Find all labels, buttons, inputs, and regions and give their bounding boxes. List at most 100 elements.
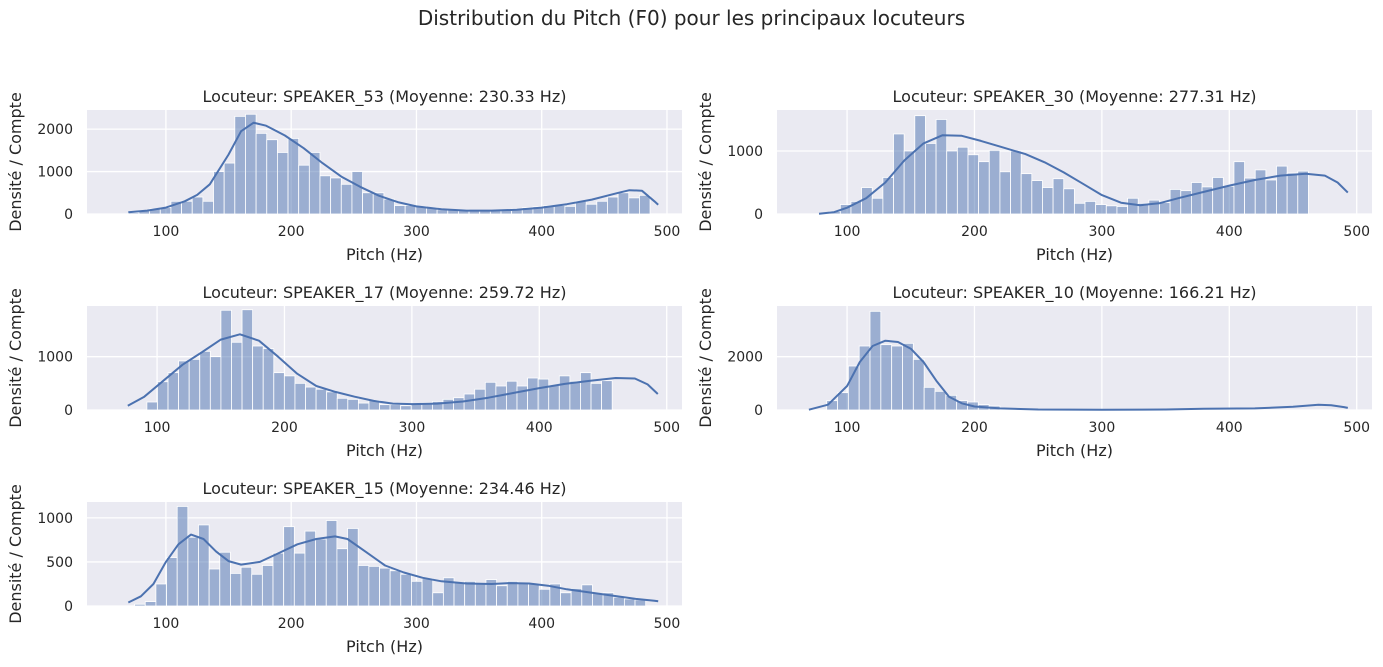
subplot-title: Locuteur: SPEAKER_17 (Moyenne: 259.72 Hz… — [203, 283, 567, 303]
histogram-bar — [315, 538, 327, 607]
histogram-bar — [379, 567, 391, 607]
histogram-bar — [330, 177, 342, 215]
histogram-bar — [1254, 169, 1267, 215]
histogram-bar — [1020, 173, 1033, 215]
histogram-bar — [1063, 188, 1075, 215]
y-axis-label: Densité / Compte — [696, 92, 715, 232]
x-tick-label: 500 — [653, 420, 680, 436]
histogram-bar — [362, 192, 374, 215]
histogram-bar — [144, 601, 157, 607]
x-tick-label: 500 — [654, 616, 681, 632]
subplot-4: 100 200 300 400 500 0 2000 Locuteur: SPEAKER_10… — [696, 283, 1372, 460]
histogram-bar — [400, 405, 412, 411]
histogram-bar — [639, 194, 651, 215]
histogram-bar — [287, 138, 300, 215]
histogram-bar — [231, 341, 243, 411]
x-tick-label: 400 — [1216, 420, 1243, 436]
x-tick-label: 100 — [153, 224, 180, 240]
histogram-bar — [298, 164, 310, 215]
histogram-bar — [305, 386, 317, 411]
y-tick-label: 2000 — [37, 122, 73, 138]
histogram-bar — [213, 171, 225, 215]
y-tick-label: 1000 — [37, 350, 73, 366]
histogram-bar — [178, 360, 190, 411]
x-axis-label: Pitch (Hz) — [1036, 245, 1113, 264]
histogram-bar — [891, 345, 903, 411]
histogram-bar — [325, 520, 338, 607]
histogram-bar — [181, 200, 193, 215]
histogram-bar — [336, 397, 349, 411]
histogram-bar — [496, 585, 508, 607]
histogram-bar — [506, 380, 518, 411]
histogram-bar — [495, 385, 507, 411]
histogram-bar — [340, 183, 353, 215]
y-tick-label: 0 — [64, 599, 73, 615]
histogram-bar — [537, 378, 550, 411]
x-tick-label: 200 — [961, 224, 988, 240]
histogram-bar — [245, 113, 257, 215]
x-tick-label: 200 — [961, 420, 988, 436]
histogram-bar — [347, 398, 359, 411]
kde-line — [808, 339, 1349, 411]
histogram-bar — [1095, 204, 1107, 215]
histogram-bar — [1052, 178, 1065, 215]
histogram-bar — [1073, 202, 1086, 215]
histogram-bar — [634, 599, 647, 607]
histogram-bar — [252, 345, 264, 411]
histogram-bar — [241, 309, 254, 411]
histogram-bar — [389, 404, 402, 411]
y-tick-label: 500 — [46, 555, 73, 571]
histogram-bar — [506, 580, 519, 607]
histogram-bar — [1127, 197, 1139, 215]
histogram-bar — [368, 565, 380, 607]
histogram-bar — [1084, 200, 1097, 215]
histogram-bar — [273, 372, 285, 411]
subplot-1: 100 200 300 400 500 0 1000 2000 Locuteur: SPEAKE… — [6, 87, 682, 264]
histogram-bar — [925, 143, 937, 215]
x-tick-label: 300 — [403, 616, 430, 632]
x-tick-label: 400 — [528, 616, 555, 632]
x-tick-label: 100 — [153, 616, 180, 632]
x-tick-label: 200 — [271, 420, 298, 436]
histogram-bar — [240, 566, 253, 607]
histogram-bar — [1233, 161, 1245, 215]
y-axis-label: Densité / Compte — [6, 92, 25, 232]
histogram-bar — [351, 171, 363, 215]
histogram-bar — [255, 132, 268, 215]
y-tick-label: 0 — [64, 403, 73, 419]
histogram-bar — [188, 358, 201, 411]
histogram-bar — [266, 139, 278, 215]
histogram-bar — [336, 548, 348, 607]
histogram-bar — [294, 382, 306, 411]
histogram-bar — [421, 578, 434, 607]
histogram-bar — [623, 598, 636, 607]
histogram-bar — [1286, 172, 1299, 215]
histogram-bar — [1105, 205, 1118, 215]
histogram-bar — [166, 557, 178, 607]
kde-line — [818, 134, 1349, 215]
histogram-bar — [1190, 182, 1203, 215]
x-tick-label: 300 — [399, 420, 426, 436]
histogram-bar — [209, 356, 222, 411]
histogram-bar — [558, 375, 571, 411]
histogram-bar — [1169, 189, 1182, 215]
histogram-bar — [871, 197, 884, 215]
histogram-bar — [999, 171, 1011, 215]
histogram-bar — [191, 196, 204, 215]
histogram-bar — [272, 552, 285, 607]
histogram-bar — [155, 583, 167, 607]
histogram-bar — [564, 205, 576, 215]
histogram-bar — [464, 580, 476, 607]
x-tick-label: 300 — [1089, 420, 1116, 436]
histogram-bar — [553, 205, 566, 215]
histogram-bar — [176, 506, 189, 607]
histogram-bar — [1244, 177, 1256, 215]
kde-line — [128, 121, 659, 214]
histogram-bar — [220, 309, 232, 411]
histogram-bar — [146, 401, 158, 411]
subplot-title: Locuteur: SPEAKER_15 (Moyenne: 234.46 Hz… — [203, 479, 567, 499]
histogram-bar — [394, 205, 406, 215]
histogram-bar — [357, 402, 370, 411]
histogram-bar — [474, 583, 487, 607]
x-axis-label: Pitch (Hz) — [346, 637, 423, 656]
